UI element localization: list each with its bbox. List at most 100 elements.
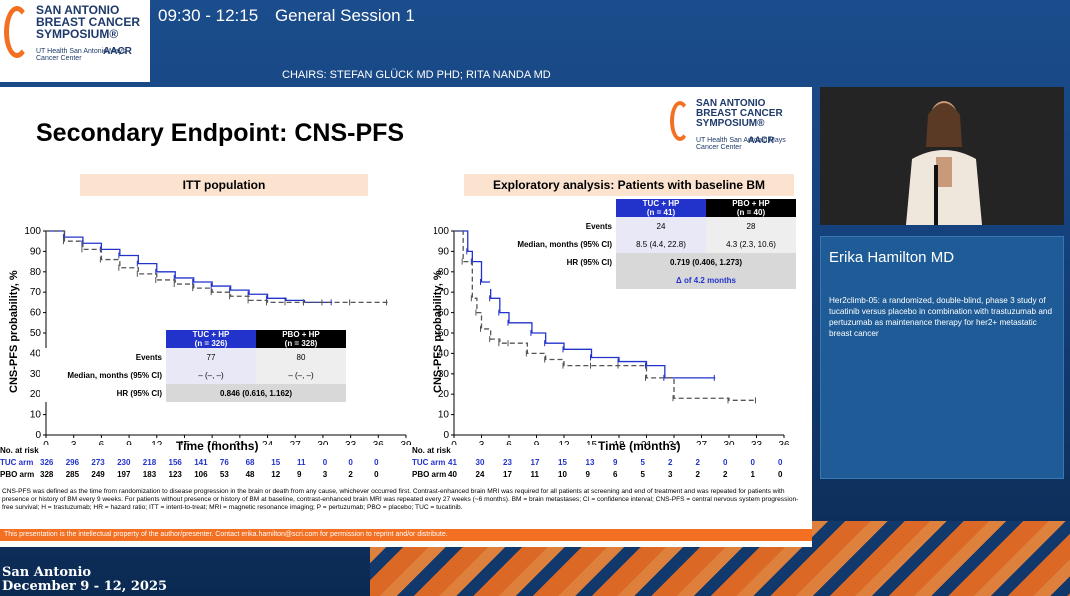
x-tick-label: 24 — [668, 440, 680, 445]
at-risk-value: 123 — [168, 470, 182, 479]
pbo-arm-label: PBO arm — [0, 470, 35, 479]
at-risk-value: 5 — [640, 458, 645, 467]
at-risk-value: 9 — [297, 470, 302, 479]
y-tick-label: 60 — [438, 308, 450, 319]
at-risk-value: 2 — [695, 458, 700, 467]
table-row: Events 24 28 — [490, 217, 796, 235]
at-risk-value: 2 — [668, 458, 673, 467]
at-risk-value: 17 — [530, 458, 540, 467]
x-tick-label: 6 — [99, 440, 105, 445]
presentation-slide: Secondary Endpoint: CNS-PFS SAN ANTONIO … — [0, 87, 812, 547]
table-row: Δ of 4.2 months — [490, 271, 796, 289]
x-tick-label: 6 — [506, 440, 512, 445]
slide-aacr-logo: AACR — [748, 135, 774, 145]
pbo-column-header: PBO + HP (n = 40) — [706, 199, 796, 217]
at-risk-value: 183 — [142, 470, 157, 479]
pbo-series-line — [454, 230, 757, 401]
at-risk-title: No. at risk — [0, 446, 39, 455]
x-tick-label: 39 — [400, 440, 412, 445]
x-tick-label: 27 — [290, 440, 302, 445]
y-tick-label: 60 — [30, 308, 42, 319]
at-risk-value: 12 — [271, 470, 281, 479]
x-tick-label: 0 — [451, 440, 457, 445]
at-risk-value: 48 — [245, 470, 255, 479]
speaker-image — [820, 87, 1064, 225]
x-tick-label: 12 — [558, 440, 570, 445]
at-risk-value: 328 — [40, 470, 54, 479]
y-tick-label: 10 — [438, 410, 450, 421]
at-risk-value: 0 — [348, 458, 353, 467]
at-risk-value: 1 — [750, 470, 755, 479]
sabcs-logo: SAN ANTONIO BREAST CANCER SYMPOSIUM® UT … — [0, 0, 150, 82]
y-tick-label: 80 — [438, 267, 450, 278]
y-tick-label: 20 — [30, 389, 42, 400]
x-tick-label: 0 — [43, 440, 49, 445]
at-risk-value: 285 — [65, 470, 80, 479]
x-tick-label: 36 — [373, 440, 385, 445]
at-risk-value: 0 — [374, 458, 379, 467]
session-header: 09:30 - 12:15 General Session 1 — [158, 6, 427, 26]
x-tick-label: 9 — [534, 440, 540, 445]
tuc-series-line — [454, 230, 716, 379]
at-risk-value: 9 — [613, 458, 618, 467]
y-tick-label: 10 — [30, 410, 42, 421]
right-panel-header: Exploratory analysis: Patients with base… — [464, 174, 794, 196]
speaker-name: Erika Hamilton MD — [829, 249, 955, 266]
y-tick-label: 50 — [30, 328, 42, 339]
tuc-series-line — [46, 230, 333, 304]
left-x-axis-label: Time (months) — [176, 439, 259, 453]
at-risk-value: 3 — [668, 470, 673, 479]
pbo-column-header: PBO + HP (n = 328) — [256, 330, 346, 348]
at-risk-value: 15 — [558, 458, 567, 467]
x-tick-label: 15 — [179, 440, 191, 445]
x-tick-label: 18 — [613, 440, 625, 445]
ribbon-logo-icon — [4, 6, 30, 58]
x-tick-label: 21 — [641, 440, 653, 445]
at-risk-value: 156 — [168, 458, 182, 467]
tuc-arm-label: TUC arm — [412, 458, 446, 467]
at-risk-value: 5 — [640, 470, 645, 479]
at-risk-value: 11 — [297, 458, 306, 467]
y-tick-label: 90 — [30, 246, 42, 257]
tuc-arm-label: TUC arm — [0, 458, 34, 467]
at-risk-value: 0 — [750, 458, 755, 467]
x-tick-label: 24 — [262, 440, 274, 445]
right-stats-table: TUC + HP (n = 41) PBO + HP (n = 40) Events… — [490, 199, 796, 289]
left-panel-header: ITT population — [80, 174, 368, 196]
footnote: CNS-PFS was defined as the time from ran… — [2, 488, 799, 511]
at-risk-value: 0 — [374, 470, 379, 479]
at-risk-value: 13 — [585, 458, 595, 467]
at-risk-value: 0 — [778, 470, 783, 479]
y-tick-label: 0 — [443, 430, 449, 441]
pbo-series-line — [46, 230, 388, 304]
at-risk-title: No. at risk — [412, 446, 451, 455]
x-tick-label: 9 — [126, 440, 132, 445]
speaker-info-panel: Erika Hamilton MD Her2climb-05: a random… — [820, 236, 1064, 479]
at-risk-value: 2 — [695, 470, 700, 479]
x-tick-label: 33 — [345, 440, 357, 445]
pbo-arm-label: PBO arm — [412, 470, 447, 479]
table-row: HR (95% CI) 0.719 (0.406, 1.273) — [490, 253, 796, 271]
right-km-chart: 0102030405060708090100036912151821242730… — [434, 226, 790, 445]
talk-description: Her2climb-05: a randomized, double-blind… — [829, 296, 1053, 338]
at-risk-value: 141 — [194, 458, 208, 467]
at-risk-value: 15 — [271, 458, 281, 467]
table-row: Median, months (95% CI) 8.5 (4.4, 22.8) … — [490, 235, 796, 253]
y-tick-label: 100 — [24, 226, 41, 237]
session-title: General Session 1 — [274, 6, 415, 25]
speaker-video — [820, 87, 1064, 225]
y-tick-label: 90 — [438, 246, 450, 257]
tuc-column-header: TUC + HP (n = 326) — [166, 330, 256, 348]
at-risk-value: 68 — [245, 458, 255, 467]
at-risk-value: 10 — [558, 470, 567, 479]
right-at-risk-table: No. at risk TUC arm PBO arm 41 30 23 17 15 13 9 5 2… — [412, 445, 812, 485]
event-location: San Antonio December 9 - 12, 2025 — [2, 566, 167, 594]
aacr-logo: AACR — [103, 46, 132, 57]
x-tick-label: 3 — [71, 440, 77, 445]
x-tick-label: 30 — [723, 440, 735, 445]
y-tick-label: 30 — [30, 369, 42, 380]
at-risk-value: 17 — [503, 470, 512, 479]
at-risk-value: 106 — [194, 470, 208, 479]
event-city: San Antonio — [2, 565, 92, 580]
at-risk-value: 0 — [723, 458, 728, 467]
